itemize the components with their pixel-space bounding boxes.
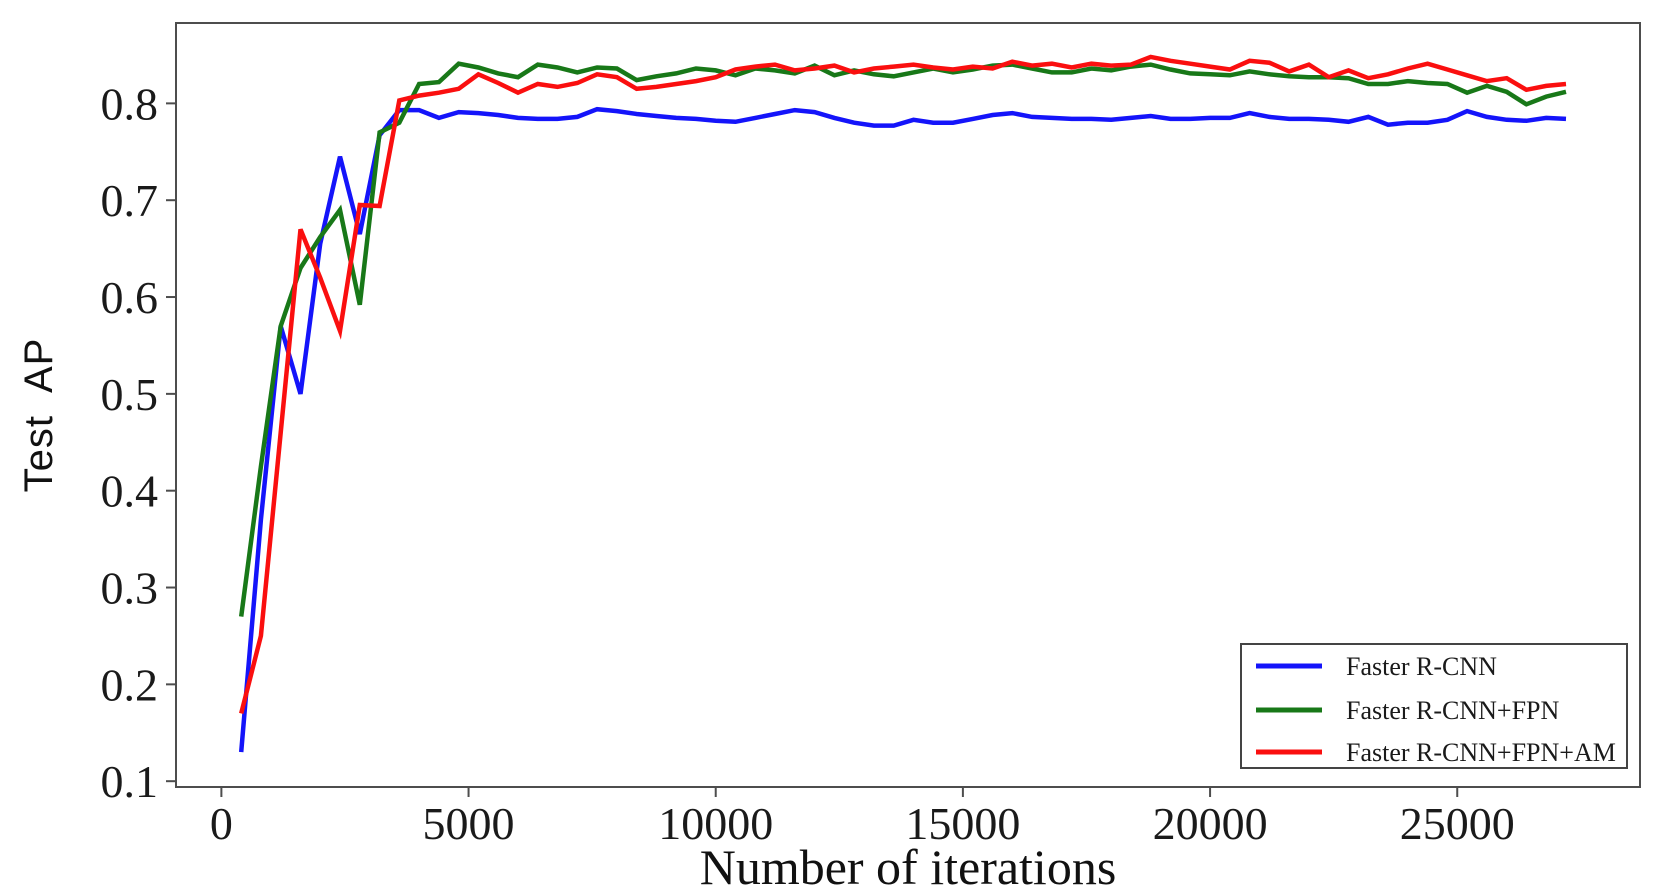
legend: Faster R-CNN Faster R-CNN+FPN Faster R-CNN… — [1240, 643, 1628, 769]
series-line-0 — [238, 106, 1567, 753]
x-tick-label: 25000 — [1400, 798, 1515, 849]
legend-label-2: Faster R-CNN+FPN+AM — [1346, 738, 1616, 767]
legend-label-1: Faster R-CNN+FPN — [1346, 696, 1560, 725]
x-tick-label: 5000 — [423, 798, 515, 849]
y-tick-label: 0.4 — [101, 466, 159, 517]
y-tick-label: 0.3 — [101, 563, 159, 614]
y-tick-label: 0.8 — [101, 78, 159, 129]
y-tick-label: 0.7 — [101, 175, 159, 226]
series-line-1 — [238, 61, 1567, 617]
series-line-2 — [239, 54, 1567, 714]
plot-area — [175, 22, 1641, 788]
legend-box — [1240, 643, 1628, 769]
y-tick-label: 0.6 — [101, 272, 159, 323]
y-axis-title: Test AP — [17, 338, 61, 493]
x-tick-label: 20000 — [1153, 798, 1268, 849]
x-tick-label: 15000 — [905, 798, 1020, 849]
y-tick-label: 0.5 — [101, 369, 159, 420]
x-axis-ticks: 0 5000 10000 15000 20000 25000 — [210, 787, 1515, 849]
y-tick-label: 0.2 — [101, 659, 159, 710]
y-tick-label: 0.1 — [101, 756, 159, 807]
legend-label-0: Faster R-CNN — [1346, 652, 1497, 681]
series-lines — [238, 54, 1567, 753]
x-tick-label: 0 — [210, 798, 233, 849]
y-axis-ticks: 0.1 0.2 0.3 0.4 0.5 0.6 0.7 0.8 — [101, 78, 176, 807]
x-tick-label: 10000 — [658, 798, 773, 849]
x-axis-title: Number of iterations — [700, 839, 1117, 892]
legend-rows: Faster R-CNN Faster R-CNN+FPN Faster R-CNN… — [1256, 652, 1616, 767]
